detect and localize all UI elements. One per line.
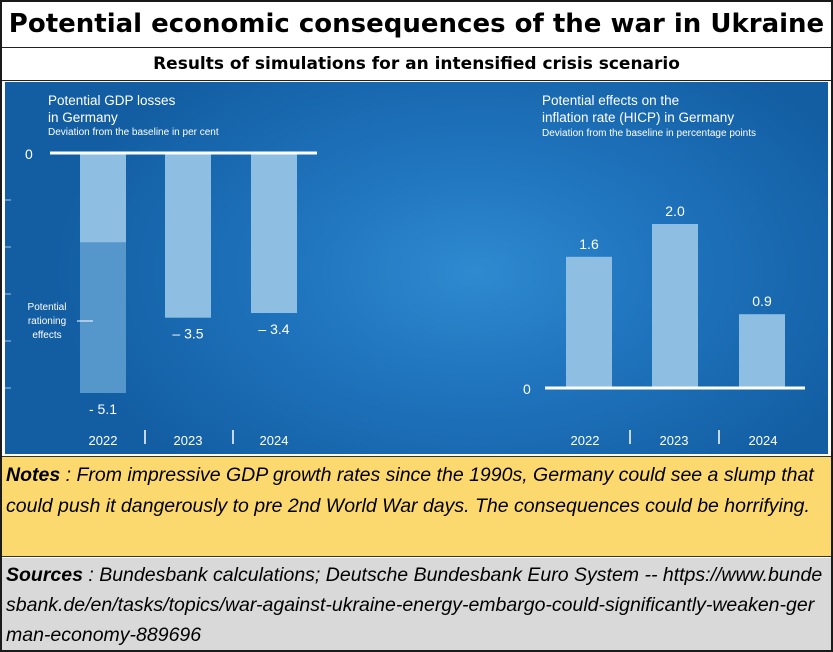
inflation-value-label-2023: 2.0 bbox=[665, 203, 685, 219]
inflation-category-2024: 2024 bbox=[749, 433, 778, 448]
inflation-bars bbox=[566, 224, 785, 388]
gdp-chart: Potential GDP losses in Germany Deviatio… bbox=[5, 93, 317, 448]
gdp-bar-2022 bbox=[80, 153, 126, 243]
page-subtitle: Results of simulations for an intensifie… bbox=[2, 48, 831, 81]
inflation-chart-subtitle: Deviation from the baseline in percentag… bbox=[542, 128, 756, 139]
inflation-bar-2024 bbox=[739, 314, 785, 388]
gdp-chart-title-line-2: in Germany bbox=[48, 110, 118, 125]
gdp-value-labels: - 5.1 – 3.5 – 3.4 bbox=[89, 321, 290, 417]
inflation-category-2023: 2023 bbox=[660, 433, 689, 448]
rationing-annotation: Potential rationing effects bbox=[28, 302, 93, 341]
notes-box: Notes : From impressive GDP growth rates… bbox=[2, 456, 831, 557]
page-title: Potential economic consequences of the w… bbox=[2, 2, 831, 48]
inflation-value-label-2024: 0.9 bbox=[752, 293, 772, 309]
notes-text: : From impressive GDP growth rates since… bbox=[6, 464, 814, 517]
inflation-chart-title-line-2: inflation rate (HICP) in Germany bbox=[542, 110, 734, 125]
inflation-baseline-label: 0 bbox=[523, 381, 531, 397]
inflation-category-labels: 2022 2023 2024 bbox=[571, 430, 778, 448]
rationing-annotation-line-2: rationing bbox=[28, 316, 66, 327]
gdp-baseline-label: 0 bbox=[25, 146, 33, 162]
gdp-bar-2024 bbox=[251, 153, 297, 313]
inflation-bar-2022 bbox=[566, 256, 612, 388]
gdp-value-label-2023: – 3.5 bbox=[172, 326, 203, 342]
gdp-bar-2023 bbox=[165, 153, 211, 318]
inflation-value-labels: 1.6 2.0 0.9 bbox=[579, 203, 772, 309]
gdp-value-label-2022: - 5.1 bbox=[89, 401, 117, 417]
gdp-category-2024: 2024 bbox=[260, 433, 289, 448]
inflation-value-label-2022: 1.6 bbox=[579, 236, 599, 252]
inflation-bar-2023 bbox=[652, 224, 698, 388]
gdp-chart-subtitle: Deviation from the baseline in per cent bbox=[48, 127, 219, 138]
sources-label: Sources bbox=[6, 564, 83, 586]
gdp-axis-ticks bbox=[5, 199, 11, 389]
inflation-chart-title-line-1: Potential effects on the bbox=[542, 93, 679, 108]
charts-svg: Potential GDP losses in Germany Deviatio… bbox=[5, 93, 805, 448]
rationing-annotation-line-1: Potential bbox=[28, 302, 67, 313]
gdp-rationing-bar-2022 bbox=[80, 242, 126, 393]
sources-text: : Bundesbank calculations; Deutsche Bund… bbox=[6, 564, 823, 646]
inflation-category-2022: 2022 bbox=[571, 433, 600, 448]
notes-label: Notes bbox=[6, 464, 61, 486]
gdp-bars bbox=[80, 153, 297, 393]
sources-box: Sources : Bundesbank calculations; Deuts… bbox=[2, 558, 831, 650]
gdp-category-labels: 2022 2023 2024 bbox=[89, 430, 289, 448]
gdp-value-label-2024: – 3.4 bbox=[258, 321, 289, 337]
inflation-chart: Potential effects on the inflation rate … bbox=[523, 93, 805, 448]
chart-panel: Potential GDP losses in Germany Deviatio… bbox=[5, 82, 828, 454]
gdp-category-2023: 2023 bbox=[174, 433, 203, 448]
rationing-annotation-line-3: effects bbox=[32, 330, 61, 341]
gdp-chart-title-line-1: Potential GDP losses bbox=[48, 93, 176, 108]
gdp-category-2022: 2022 bbox=[89, 433, 118, 448]
